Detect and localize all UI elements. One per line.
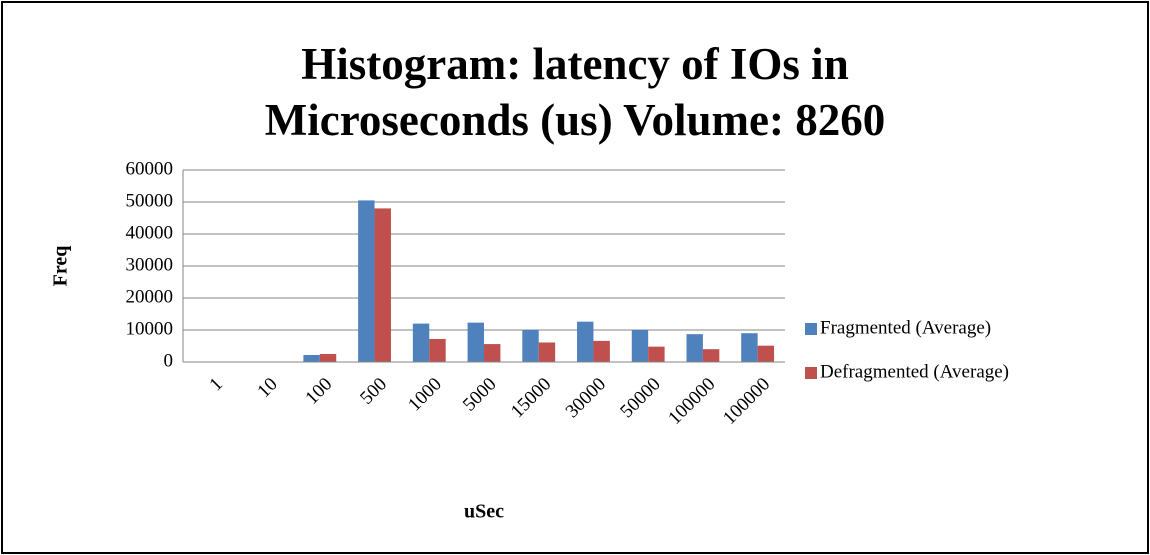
x-tick-label: 500	[356, 374, 391, 409]
bar	[358, 200, 375, 362]
y-tick-label: 20000	[126, 286, 174, 307]
legend-swatch	[805, 323, 817, 335]
x-axis-title: uSec	[464, 501, 504, 523]
bar	[686, 334, 703, 362]
bar	[467, 322, 484, 362]
bar	[593, 340, 610, 362]
legend-label: Fragmented (Average)	[820, 317, 991, 338]
bar	[522, 330, 539, 362]
x-tick-label: 100	[301, 374, 336, 409]
bar	[303, 354, 320, 362]
y-tick-label: 50000	[126, 190, 174, 211]
x-tick-label: 100000	[664, 374, 719, 429]
bar	[429, 338, 446, 362]
bar	[741, 333, 758, 362]
x-tick-label: 50000	[616, 374, 664, 422]
x-tick-label: 5000	[459, 374, 501, 416]
y-axis-title: Freq	[50, 246, 72, 287]
bar	[412, 323, 430, 362]
x-tick-label: 1	[205, 374, 227, 396]
y-tick-label: 40000	[126, 222, 174, 243]
x-tick-label: 100000	[719, 374, 774, 429]
y-tick-label: 60000	[126, 158, 174, 179]
bar	[538, 342, 556, 362]
x-tick-label: 1000	[404, 374, 446, 416]
bar	[648, 346, 665, 362]
x-tick-label: 15000	[507, 374, 555, 422]
bar	[702, 349, 720, 362]
bar	[319, 354, 337, 362]
bar	[484, 344, 501, 362]
bar	[757, 345, 775, 362]
y-tick-label: 0	[164, 350, 174, 371]
legend-swatch	[805, 367, 817, 379]
bar	[374, 208, 391, 362]
bar	[577, 321, 594, 362]
x-tick-label: 10	[253, 374, 281, 402]
chart-title: Histogram: latency of IOs in Microsecond…	[264, 39, 886, 145]
legend-label: Defragmented (Average)	[820, 361, 1009, 382]
y-tick-label: 10000	[126, 318, 174, 339]
bar	[631, 330, 649, 362]
x-tick-label: 30000	[562, 374, 610, 422]
y-tick-label: 30000	[126, 254, 174, 275]
